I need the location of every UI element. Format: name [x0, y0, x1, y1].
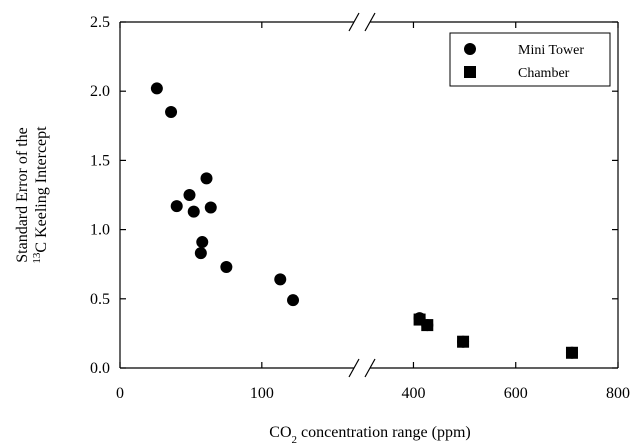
y-tick-label: 2.5	[90, 14, 110, 31]
legend-circle-marker	[464, 43, 476, 55]
x-axis-label-suffix: concentration range (ppm)	[297, 424, 471, 441]
mini-tower-point	[194, 247, 207, 260]
chamber-point	[565, 346, 578, 359]
x-axis-ticks: 0 100 400 600 800	[116, 22, 630, 402]
x-tick-label: 400	[401, 385, 425, 402]
y-tick-label: 1.5	[90, 152, 110, 169]
x-axis-label-prefix: CO	[269, 424, 291, 441]
y-tick-label: 2.0	[90, 83, 110, 100]
axis-break-mark	[348, 12, 360, 32]
mini-tower-point	[200, 172, 213, 185]
chamber-point	[457, 335, 470, 348]
y-tick-label: 1.0	[90, 222, 110, 239]
mini-tower-point	[274, 273, 287, 286]
y-axis-label-superscript: 13	[31, 252, 43, 264]
y-axis-label-line2: 13C Keeling Intercept	[31, 126, 50, 264]
legend-label-mini-tower: Mini Tower	[518, 43, 584, 58]
mini-tower-point	[220, 260, 233, 273]
y-axis-label-line1: Standard Error of the	[14, 127, 31, 263]
x-tick-label: 100	[250, 385, 274, 402]
y-axis-label-line2-text: C Keeling Intercept	[33, 126, 50, 253]
x-axis-label: CO2 concentration range (ppm)	[269, 424, 470, 446]
mini-tower-point	[196, 236, 209, 249]
legend: Mini Tower Chamber	[449, 32, 611, 87]
mini-tower-point	[170, 200, 183, 213]
axis-break-mark	[364, 358, 376, 378]
x-tick-label: 800	[606, 385, 630, 402]
y-axis-ticks: 0.0 0.5 1.0 1.5 2.0 2.5	[90, 14, 618, 377]
x-tick-label: 0	[116, 385, 124, 402]
axes-frame	[119, 12, 619, 378]
mini-tower-point	[187, 205, 200, 218]
chamber-point	[421, 319, 434, 332]
x-axis-label-subscript: 2	[292, 434, 298, 446]
axis-break-mark	[364, 12, 376, 32]
x-tick-label: 600	[504, 385, 528, 402]
data-points	[150, 82, 578, 359]
y-tick-label: 0.5	[90, 291, 110, 308]
mini-tower-point	[150, 82, 163, 95]
mini-tower-point	[204, 201, 217, 214]
legend-label-chamber: Chamber	[518, 66, 570, 81]
mini-tower-point	[183, 189, 196, 201]
mini-tower-point	[287, 294, 300, 307]
y-tick-label: 0.0	[90, 360, 110, 377]
y-axis-label: Standard Error of the 13C Keeling Interc…	[14, 126, 50, 264]
axis-break-mark	[348, 358, 360, 378]
mini-tower-point	[165, 105, 178, 118]
legend-box	[449, 32, 611, 87]
legend-square-marker	[464, 66, 476, 78]
